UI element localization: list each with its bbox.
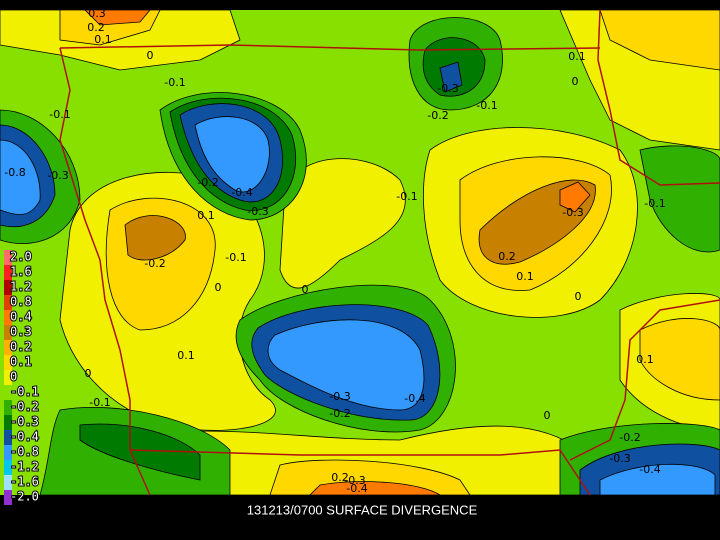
contour-label: -0.4 — [639, 463, 660, 476]
contour-label: -0.4 — [404, 392, 425, 405]
legend-label: 1.2 — [10, 280, 32, 294]
contour-label: -0.1 — [89, 396, 110, 409]
legend-swatch — [4, 250, 12, 265]
legend-label: 0 — [10, 370, 17, 384]
legend-swatch — [4, 460, 12, 475]
legend-label: 0.1 — [10, 355, 32, 369]
contour-label: 0.2 — [87, 21, 105, 34]
contour-label: -0.1 — [644, 197, 665, 210]
contour-label: -0.1 — [396, 190, 417, 203]
contour-label: 0.3 — [88, 7, 106, 20]
contour-label: 0.1 — [177, 349, 195, 362]
contour-label: 0 — [215, 281, 222, 294]
contour-label: -0.4 — [231, 186, 252, 199]
contour-label: 0.1 — [94, 33, 112, 46]
contour-label: 0.1 — [516, 270, 534, 283]
contour-label: -0.2 — [427, 109, 448, 122]
legend-swatch — [4, 295, 12, 310]
contour-label: 0.1 — [197, 209, 215, 222]
contour-label: -0.2 — [144, 257, 165, 270]
contour-label: -0.3 — [344, 474, 365, 487]
legend-label: -0.2 — [10, 400, 39, 414]
legend-label: -0.8 — [10, 445, 39, 459]
contour-label: -0.3 — [47, 169, 68, 182]
contour-label: -0.2 — [329, 407, 350, 420]
legend-label: -1.6 — [10, 475, 39, 489]
contour-label: 0.1 — [636, 353, 654, 366]
contour-label: 0.2 — [498, 250, 516, 263]
legend-label: -0.1 — [10, 385, 39, 399]
legend-label: 2.0 — [10, 250, 32, 264]
legend-swatches — [4, 250, 12, 505]
contour-label: -0.3 — [247, 205, 268, 218]
legend-swatch — [4, 325, 12, 340]
contour-label: -0.1 — [49, 108, 70, 121]
contour-label: 0.1 — [568, 50, 586, 63]
legend-label: 0.8 — [10, 295, 32, 309]
legend-swatch — [4, 310, 12, 325]
legend-swatch — [4, 265, 12, 280]
contour-label: 0 — [147, 49, 154, 62]
legend-label: -0.3 — [10, 415, 39, 429]
contour-label: -0.1 — [476, 99, 497, 112]
contour-label: -0.8 — [4, 166, 25, 179]
legend-swatch — [4, 400, 12, 415]
contour-label: 0 — [544, 409, 551, 422]
contour-fill — [0, 9, 720, 496]
contour-label: 0 — [572, 75, 579, 88]
contour-label: -0.4 — [346, 482, 367, 495]
contour-label: -0.1 — [164, 76, 185, 89]
legend-label: 0.3 — [10, 325, 32, 339]
legend-label: 0.2 — [10, 340, 32, 354]
legend-label: -2.0 — [10, 490, 39, 504]
legend-label: 0.4 — [10, 310, 32, 324]
legend-label: -1.2 — [10, 460, 39, 474]
legend-labels: 2.01.61.20.80.40.30.20.10-0.1-0.2-0.3-0.… — [9, 249, 40, 505]
contour-label: -0.3 — [562, 206, 583, 219]
contour-label: -0.3 — [437, 82, 458, 95]
state-borders — [59, 9, 720, 496]
contour-label: -0.2 — [619, 431, 640, 444]
map-title: 131213/0700 SURFACE DIVERGENCE — [247, 502, 478, 517]
contour-labels: 0.30.20.10-0.1-0.1-0.8 -0.3-0.2-0.4-0.30.… — [4, 7, 665, 495]
legend-swatch — [4, 340, 12, 355]
legend-swatch — [4, 415, 12, 430]
contour-label: 0.2 — [331, 471, 349, 484]
legend-label: -0.4 — [10, 430, 39, 444]
contour-label: 0 — [85, 367, 92, 380]
contour-label: -0.3 — [609, 452, 630, 465]
legend-swatch — [4, 445, 12, 460]
contour-label: 0 — [575, 290, 582, 303]
contour-label: -0.2 — [197, 176, 218, 189]
legend-swatch — [4, 355, 12, 370]
legend-swatch — [4, 385, 12, 400]
legend-swatch — [4, 370, 12, 385]
contour-label: -0.3 — [329, 390, 350, 403]
contour-label: 0 — [302, 283, 309, 296]
legend-swatch — [4, 280, 12, 295]
contour-label: -0.1 — [225, 251, 246, 264]
legend-label: 1.6 — [10, 265, 32, 279]
legend-swatch — [4, 490, 12, 505]
legend-swatch — [4, 475, 12, 490]
legend-swatch — [4, 430, 12, 445]
